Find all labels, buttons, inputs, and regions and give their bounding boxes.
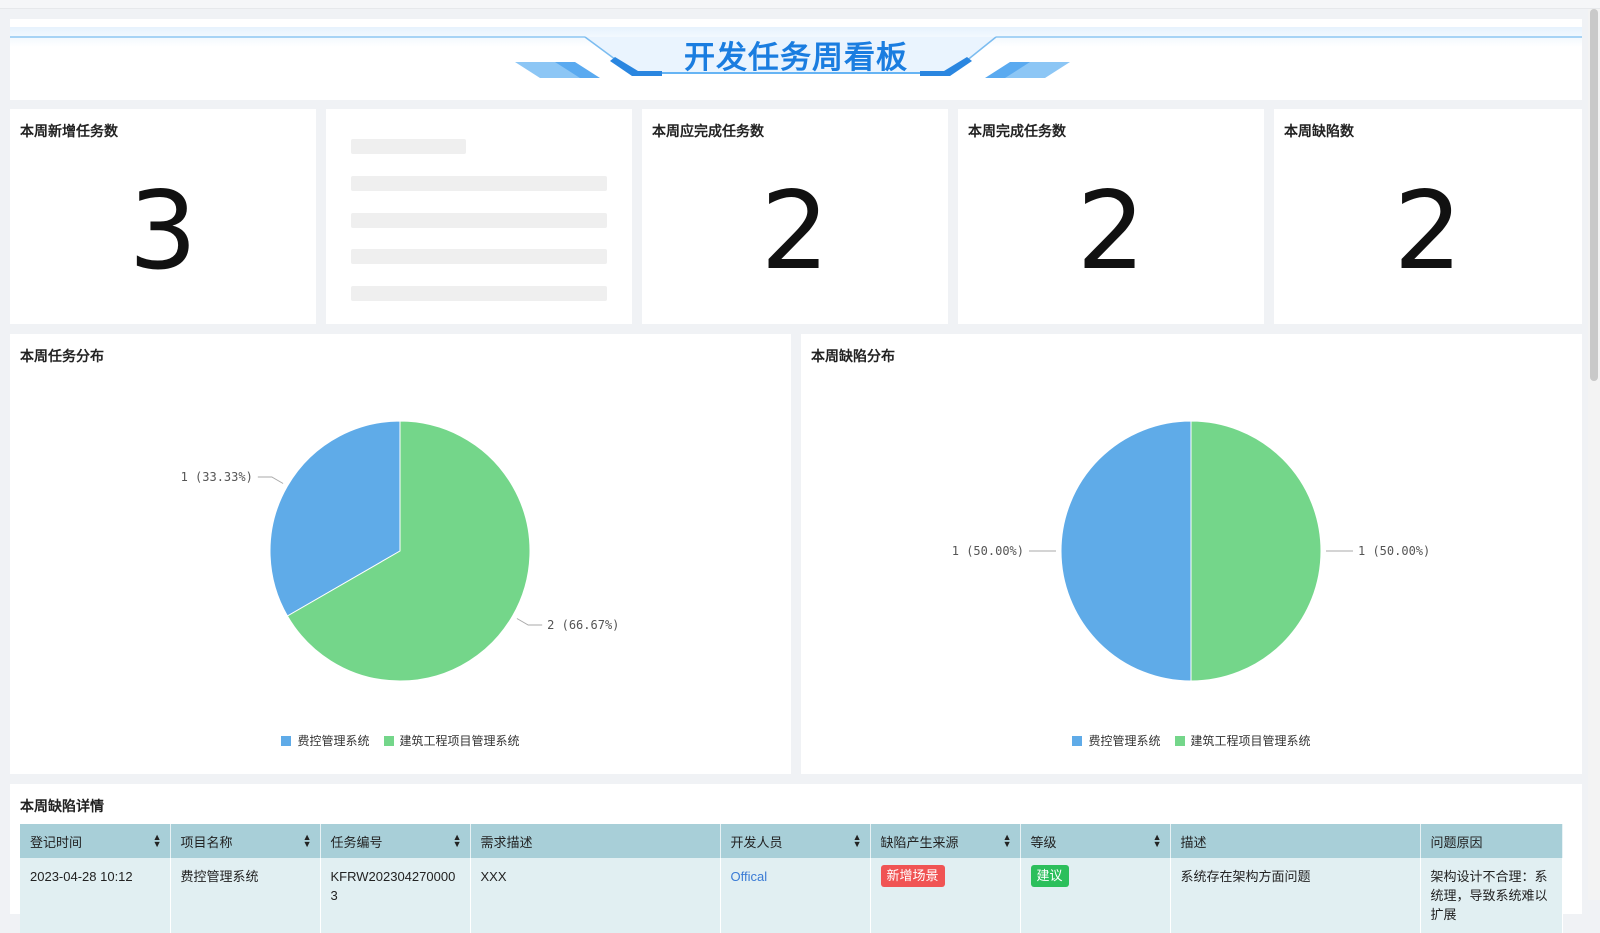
card-title: 本周缺陷数 (1284, 123, 1354, 139)
cell-desc: 系统存在架构方面问题 (1170, 858, 1421, 933)
chart-legend: 费控管理系统 建筑工程项目管理系统 (10, 732, 791, 749)
skeleton-line (351, 249, 607, 264)
legend-item[interactable]: 建筑工程项目管理系统 (1174, 732, 1311, 749)
column-label: 任务编号 (330, 834, 383, 850)
developer-link[interactable]: Offical (730, 869, 768, 884)
sort-icon[interactable]: ▲ ▼ (1002, 832, 1012, 849)
cell-source: 新增场景 (870, 858, 1021, 933)
table-row[interactable]: 2023-04-28 10:12 费控管理系统 KFRW202304270000… (20, 858, 1563, 933)
column-header[interactable]: 缺陷产生来源 ▲ ▼ (870, 824, 1021, 858)
column-header[interactable]: 等级 ▲ ▼ (1020, 824, 1171, 858)
column-header[interactable]: 登记时间 ▲ ▼ (20, 824, 171, 858)
column-header[interactable]: 任务编号 ▲ ▼ (320, 824, 471, 858)
top-bar (0, 0, 1600, 9)
column-header: 问题原因 (1420, 824, 1563, 858)
chart-title: 本周缺陷分布 (811, 348, 895, 364)
column-header[interactable]: 项目名称 ▲ ▼ (170, 824, 321, 858)
defect-table: 登记时间 ▲ ▼ 项目名称 ▲ ▼ 任务编号 ▲ ▼ 需求描述 开发人员 ▲ ▼ 缺陷产生来源 ▲ ▼ 等级 ▲ ▼… (20, 824, 1563, 933)
slice-label: 1 (50.00%) (1358, 544, 1430, 558)
cell-level: 建议 (1020, 858, 1171, 933)
column-label: 问题原因 (1430, 834, 1483, 850)
column-label: 描述 (1180, 834, 1207, 850)
label-line (516, 618, 543, 626)
cell-project: 费控管理系统 (170, 858, 321, 933)
cell-dev: Offical (720, 858, 871, 933)
cell-reason: 架构设计不合理：系统理，导致系统难以扩展 (1420, 858, 1563, 933)
source-tag: 新增场景 (880, 865, 945, 887)
page-title: 开发任务周看板 (684, 40, 908, 75)
defect-distribution-panel: 本周缺陷分布 1 (50.00%) 1 (50.00%) 费控管理系统 建筑工程项… (801, 334, 1582, 774)
pie-slice[interactable] (286, 420, 531, 682)
card-value: 3 (128, 169, 198, 294)
card-completed-tasks: 本周完成任务数 2 (958, 109, 1264, 324)
sort-icon[interactable]: ▲ ▼ (452, 832, 462, 849)
label-line (257, 476, 284, 484)
sort-icon[interactable]: ▲ ▼ (302, 832, 312, 849)
sort-icon[interactable]: ▲ ▼ (152, 832, 162, 849)
card-new-tasks: 本周新增任务数 3 (10, 109, 316, 324)
legend-item[interactable]: 费控管理系统 (281, 732, 370, 749)
defect-detail-panel: 本周缺陷详情 登记时间 ▲ ▼ 项目名称 ▲ ▼ 任务编号 ▲ ▼ 需求描述 开发人员 ▲ ▼ 缺陷产生来… (10, 784, 1582, 933)
card-title: 本周完成任务数 (968, 123, 1066, 139)
column-label: 等级 (1030, 834, 1057, 850)
task-distribution-panel: 本周任务分布 1 (33.33%) 2 (66.67%) 费控管理系统 建筑工程项… (10, 334, 791, 774)
chart-title: 本周任务分布 (20, 348, 104, 364)
scrollbar-thumb[interactable] (1590, 9, 1598, 381)
card-defects: 本周缺陷数 2 (1274, 109, 1582, 324)
card-value: 2 (760, 169, 830, 294)
sort-icon[interactable]: ▲ ▼ (852, 832, 862, 849)
header-decoration (10, 27, 1582, 78)
column-header[interactable]: 开发人员 ▲ ▼ (720, 824, 871, 858)
legend-item[interactable]: 建筑工程项目管理系统 (383, 732, 520, 749)
column-label: 缺陷产生来源 (880, 834, 959, 850)
cell-time: 2023-04-28 10:12 (20, 858, 171, 933)
skeleton-line (351, 139, 466, 154)
column-label: 登记时间 (30, 834, 83, 850)
slice-label: 1 (50.00%) (952, 544, 1024, 558)
sort-icon[interactable]: ▲ ▼ (1152, 832, 1162, 849)
task-pie-chart: 1 (33.33%) 2 (66.67%) (181, 420, 619, 682)
defect-pie-chart: 1 (50.00%) 1 (50.00%) (952, 420, 1430, 682)
table-title: 本周缺陷详情 (20, 798, 104, 814)
cell-task-no: KFRW2023042700003 (320, 858, 471, 933)
cell-req: XXX (470, 858, 721, 933)
pie-slice[interactable] (269, 420, 401, 617)
chart-legend: 费控管理系统 建筑工程项目管理系统 (801, 732, 1582, 749)
card-title: 本周新增任务数 (20, 123, 118, 139)
column-label: 开发人员 (730, 834, 783, 850)
skeleton-line (351, 176, 607, 191)
pie-slice[interactable] (1190, 420, 1322, 682)
pie-slice[interactable] (1060, 420, 1192, 682)
skeleton-line (351, 213, 607, 228)
slice-label: 2 (66.67%) (547, 618, 619, 632)
dashboard-header: 开发任务周看板 (10, 19, 1582, 100)
card-value: 2 (1393, 169, 1463, 294)
column-label: 项目名称 (180, 834, 233, 850)
card-value: 2 (1076, 169, 1146, 294)
legend-item[interactable]: 费控管理系统 (1072, 732, 1161, 749)
column-header: 描述 (1170, 824, 1421, 858)
slice-label: 1 (33.33%) (181, 470, 253, 484)
skeleton-line (351, 286, 607, 301)
loading-skeleton-card (326, 109, 632, 324)
column-header: 需求描述 (470, 824, 721, 858)
column-label: 需求描述 (480, 834, 533, 850)
level-tag: 建议 (1030, 865, 1069, 887)
card-title: 本周应完成任务数 (652, 123, 764, 139)
card-due-tasks: 本周应完成任务数 2 (642, 109, 948, 324)
page-scrollbar[interactable] (1588, 9, 1600, 900)
